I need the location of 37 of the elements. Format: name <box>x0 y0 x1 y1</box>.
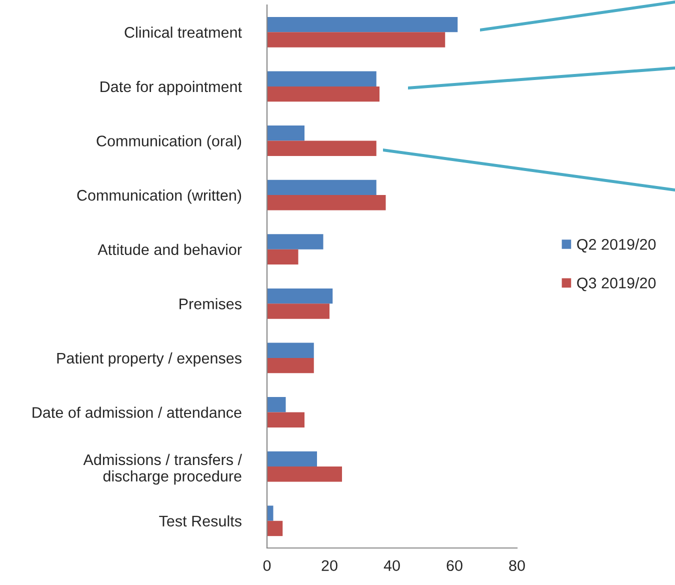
y-tick-label: Test Results <box>159 515 242 527</box>
x-tick-label: 80 <box>509 560 525 572</box>
x-tick-label: 20 <box>322 560 338 572</box>
y-tick-label: Communication (oral) <box>96 135 242 150</box>
y-tick-label: Attitude and behavior <box>98 244 242 256</box>
bar <box>267 342 314 358</box>
bar <box>267 288 333 304</box>
bar <box>267 195 386 210</box>
y-tick-label: Date of admission / attendance <box>32 406 242 418</box>
bar <box>267 412 304 428</box>
bar <box>267 520 283 536</box>
y-tick-label: Patient property / expenses <box>57 352 242 367</box>
bar <box>267 304 330 319</box>
x-tick-label: 0 <box>263 560 271 572</box>
bar <box>267 16 458 32</box>
bar <box>267 466 342 482</box>
bar <box>267 506 274 521</box>
y-tick-label: Admissions / transfers / discharge procedure <box>83 454 242 485</box>
bar <box>267 140 376 156</box>
y-tick-label: Clinical treatment <box>124 26 242 38</box>
bar <box>267 234 324 250</box>
bar <box>267 71 376 86</box>
y-tick-label: Premises <box>180 298 242 310</box>
bar <box>267 397 286 412</box>
y-tick-label: Communication (written) <box>77 190 242 204</box>
bar <box>267 249 298 265</box>
legend-label: Q2 2019/20 <box>577 238 656 252</box>
bar <box>267 126 304 141</box>
bar <box>267 180 376 196</box>
bar <box>267 86 380 102</box>
bar <box>267 358 314 374</box>
bar <box>267 32 446 48</box>
legend-label: Q3 2019/20 <box>577 277 656 292</box>
x-tick-label: 40 <box>384 560 400 572</box>
x-tick-label: 60 <box>446 560 462 572</box>
y-tick-label: Date for appointment <box>100 80 242 96</box>
bar <box>267 451 317 467</box>
